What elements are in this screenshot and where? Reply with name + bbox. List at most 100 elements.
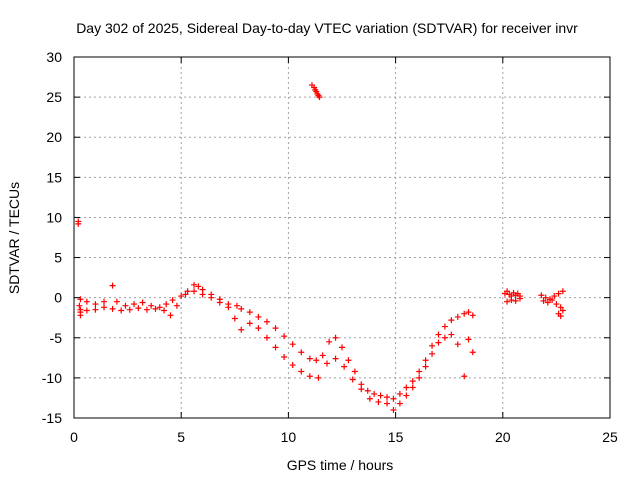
x-tick-label: 10 bbox=[281, 429, 297, 445]
data-point bbox=[448, 317, 455, 324]
data-point bbox=[161, 307, 168, 314]
data-point bbox=[422, 357, 429, 364]
data-point bbox=[199, 291, 206, 298]
data-point bbox=[216, 299, 223, 306]
data-point bbox=[429, 350, 436, 357]
data-point bbox=[178, 293, 185, 300]
data-point bbox=[83, 307, 90, 314]
data-point bbox=[306, 373, 313, 380]
data-point bbox=[555, 290, 562, 297]
data-point bbox=[326, 338, 333, 345]
data-point bbox=[504, 298, 511, 305]
data-point bbox=[316, 94, 323, 101]
data-point bbox=[148, 302, 155, 309]
data-point bbox=[549, 297, 556, 304]
data-point bbox=[345, 357, 352, 364]
data-point bbox=[403, 392, 410, 399]
y-tick-label: -5 bbox=[50, 330, 63, 346]
data-point bbox=[135, 305, 142, 312]
data-point bbox=[83, 298, 90, 305]
data-point bbox=[191, 281, 198, 288]
data-point bbox=[339, 344, 345, 351]
data-point bbox=[109, 282, 116, 289]
data-point bbox=[289, 341, 296, 348]
data-point bbox=[289, 362, 296, 369]
y-tick-label: 20 bbox=[46, 129, 62, 145]
data-point bbox=[156, 304, 163, 311]
data-point bbox=[109, 305, 116, 312]
data-point bbox=[231, 315, 238, 322]
x-tick-label: 5 bbox=[177, 429, 185, 445]
data-point bbox=[396, 400, 403, 407]
data-point bbox=[435, 339, 442, 346]
data-point bbox=[77, 296, 84, 303]
data-point bbox=[281, 333, 288, 340]
data-point bbox=[384, 394, 391, 401]
data-point bbox=[101, 304, 108, 311]
data-point bbox=[139, 299, 146, 306]
series-band-upper bbox=[77, 281, 476, 402]
data-point bbox=[319, 352, 326, 359]
data-point bbox=[238, 305, 245, 312]
data-point bbox=[454, 341, 461, 348]
data-point bbox=[152, 305, 159, 312]
x-tick-label: 15 bbox=[388, 429, 404, 445]
data-point bbox=[182, 291, 189, 298]
data-point bbox=[461, 310, 468, 317]
y-tick-label: 30 bbox=[46, 49, 62, 65]
data-point bbox=[371, 390, 378, 397]
data-point bbox=[551, 293, 558, 300]
data-point bbox=[396, 390, 403, 397]
data-point bbox=[512, 297, 519, 304]
series-cluster-22 bbox=[538, 288, 566, 320]
data-point bbox=[542, 294, 549, 301]
data-point bbox=[409, 378, 416, 385]
y-tick-label: 10 bbox=[46, 209, 62, 225]
data-point bbox=[377, 392, 384, 399]
data-point bbox=[76, 302, 83, 309]
data-point bbox=[238, 326, 245, 333]
data-point bbox=[225, 304, 232, 311]
axis-ticks: 0 5 10 15 20 25 -15 -10 -5 0 5 10 15 20 25 30 bbox=[42, 49, 618, 445]
data-point bbox=[454, 313, 461, 320]
data-point bbox=[504, 288, 511, 295]
data-point bbox=[469, 312, 476, 319]
data-point bbox=[416, 374, 423, 381]
x-axis-label: GPS time / hours bbox=[287, 457, 394, 473]
data-point bbox=[341, 363, 348, 370]
y-tick-label: -15 bbox=[42, 410, 62, 426]
x-tick-label: 20 bbox=[495, 429, 511, 445]
x-tick-label: 25 bbox=[602, 429, 618, 445]
data-point bbox=[435, 331, 442, 338]
data-point bbox=[77, 306, 84, 313]
data-points bbox=[75, 82, 566, 413]
data-point bbox=[169, 297, 176, 304]
data-point bbox=[163, 301, 170, 308]
data-point bbox=[429, 342, 436, 349]
data-point bbox=[233, 302, 240, 309]
plot-frame bbox=[73, 56, 611, 419]
data-point bbox=[416, 368, 423, 375]
data-point bbox=[255, 313, 262, 320]
data-point bbox=[195, 283, 202, 290]
data-point bbox=[540, 297, 547, 304]
data-point bbox=[131, 301, 138, 308]
data-point bbox=[366, 395, 373, 402]
y-tick-label: 15 bbox=[46, 169, 62, 185]
data-point bbox=[538, 292, 545, 299]
data-point bbox=[469, 349, 476, 356]
data-point bbox=[313, 357, 320, 364]
data-point bbox=[92, 306, 99, 313]
data-point bbox=[113, 298, 120, 305]
data-point bbox=[559, 288, 566, 295]
data-point bbox=[315, 374, 322, 381]
data-point bbox=[544, 299, 551, 306]
y-tick-label: 25 bbox=[46, 89, 62, 105]
data-point bbox=[441, 334, 448, 341]
data-point bbox=[75, 220, 82, 227]
data-point bbox=[349, 376, 356, 383]
data-point bbox=[557, 304, 564, 311]
data-point bbox=[332, 355, 339, 362]
data-point bbox=[246, 309, 253, 316]
data-point bbox=[126, 306, 133, 313]
